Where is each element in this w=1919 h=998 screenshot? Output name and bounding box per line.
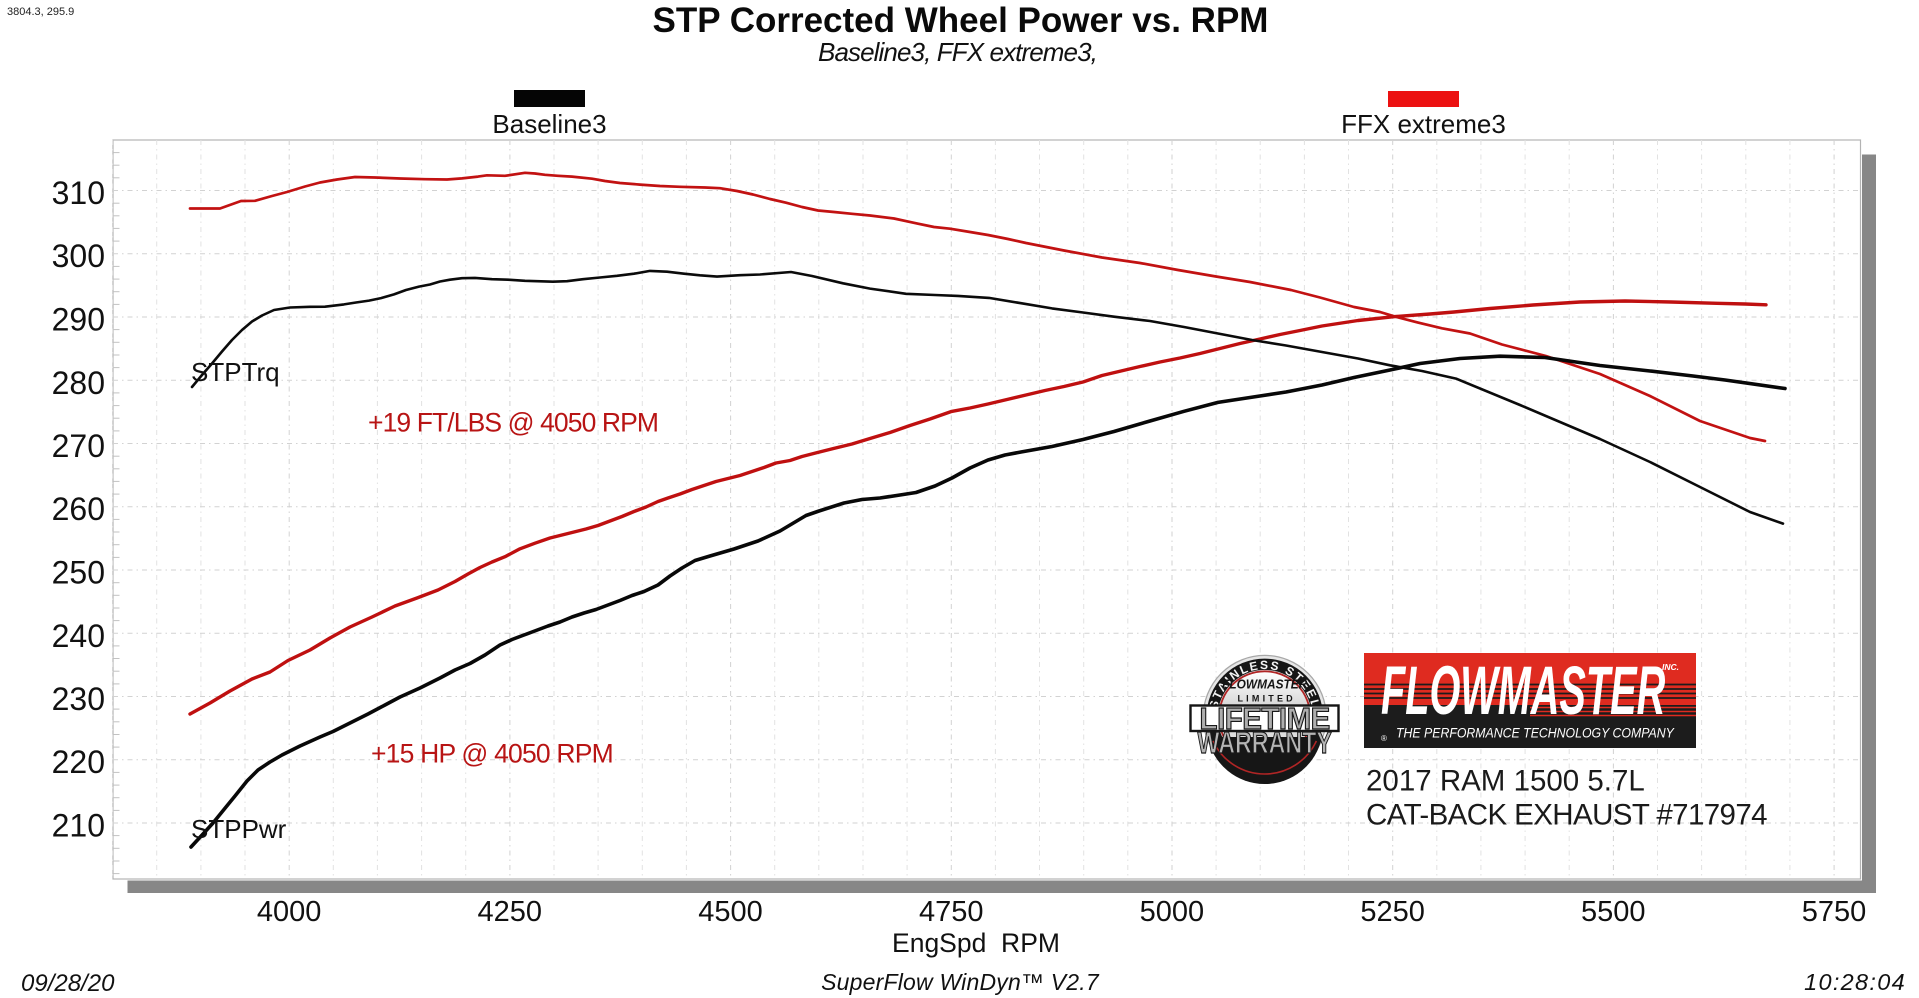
svg-text:INC.: INC. xyxy=(1662,662,1679,672)
svg-text:2017 RAM 1500 5.7L: 2017 RAM 1500 5.7L xyxy=(1366,765,1645,798)
svg-text:4000: 4000 xyxy=(257,896,322,928)
svg-text:5750: 5750 xyxy=(1802,896,1867,928)
svg-text:09/28/20: 09/28/20 xyxy=(21,970,115,997)
svg-text:3804.3, 295.9: 3804.3, 295.9 xyxy=(7,6,74,18)
svg-text:5250: 5250 xyxy=(1360,896,1425,928)
svg-text:220: 220 xyxy=(52,744,105,780)
svg-text:4750: 4750 xyxy=(919,896,984,928)
svg-text:290: 290 xyxy=(52,302,105,338)
svg-text:®: ® xyxy=(1381,734,1387,743)
svg-text:CAT-BACK EXHAUST #717974: CAT-BACK EXHAUST #717974 xyxy=(1366,799,1767,832)
svg-text:THE PERFORMANCE TECHNOLOGY COM: THE PERFORMANCE TECHNOLOGY COMPANY xyxy=(1396,725,1675,741)
svg-text:230: 230 xyxy=(52,681,105,717)
svg-text:270: 270 xyxy=(52,428,105,464)
svg-text:EngSpd RPM: EngSpd RPM xyxy=(892,928,1060,958)
svg-text:FLOWMASTER: FLOWMASTER xyxy=(1222,677,1307,691)
svg-text:4250: 4250 xyxy=(478,896,543,928)
svg-text:WARRANTY: WARRANTY xyxy=(1198,725,1332,760)
svg-text:FLOWMASTER: FLOWMASTER xyxy=(1381,651,1665,728)
svg-text:Baseline3: Baseline3 xyxy=(492,109,606,139)
svg-text:280: 280 xyxy=(52,365,105,401)
svg-text:LIMITED: LIMITED xyxy=(1237,694,1295,704)
svg-text:4500: 4500 xyxy=(698,896,763,928)
svg-text:STP Corrected Wheel Power vs.: STP Corrected Wheel Power vs. RPM xyxy=(653,1,1269,40)
svg-text:+15 HP @ 4050 RPM: +15 HP @ 4050 RPM xyxy=(371,739,613,769)
svg-text:210: 210 xyxy=(52,808,105,844)
svg-text:SuperFlow WinDyn™ V2.7: SuperFlow WinDyn™ V2.7 xyxy=(821,969,1100,995)
svg-text:Baseline3, FFX extreme3,: Baseline3, FFX extreme3, xyxy=(818,37,1097,67)
svg-text:250: 250 xyxy=(52,555,105,591)
svg-text:10:28:04: 10:28:04 xyxy=(1804,969,1906,995)
svg-text:STPTrq: STPTrq xyxy=(191,357,280,387)
svg-text:300: 300 xyxy=(52,238,105,274)
svg-text:FFX extreme3: FFX extreme3 xyxy=(1341,109,1506,139)
svg-text:+19 FT/LBS @ 4050 RPM: +19 FT/LBS @ 4050 RPM xyxy=(368,408,658,438)
svg-text:310: 310 xyxy=(52,175,105,211)
svg-text:5500: 5500 xyxy=(1581,896,1646,928)
svg-text:5000: 5000 xyxy=(1140,896,1205,928)
svg-text:LIFETIME: LIFETIME xyxy=(1200,702,1330,736)
svg-text:260: 260 xyxy=(52,491,105,527)
svg-text:240: 240 xyxy=(52,618,105,654)
svg-text:STPPwr: STPPwr xyxy=(191,814,287,844)
